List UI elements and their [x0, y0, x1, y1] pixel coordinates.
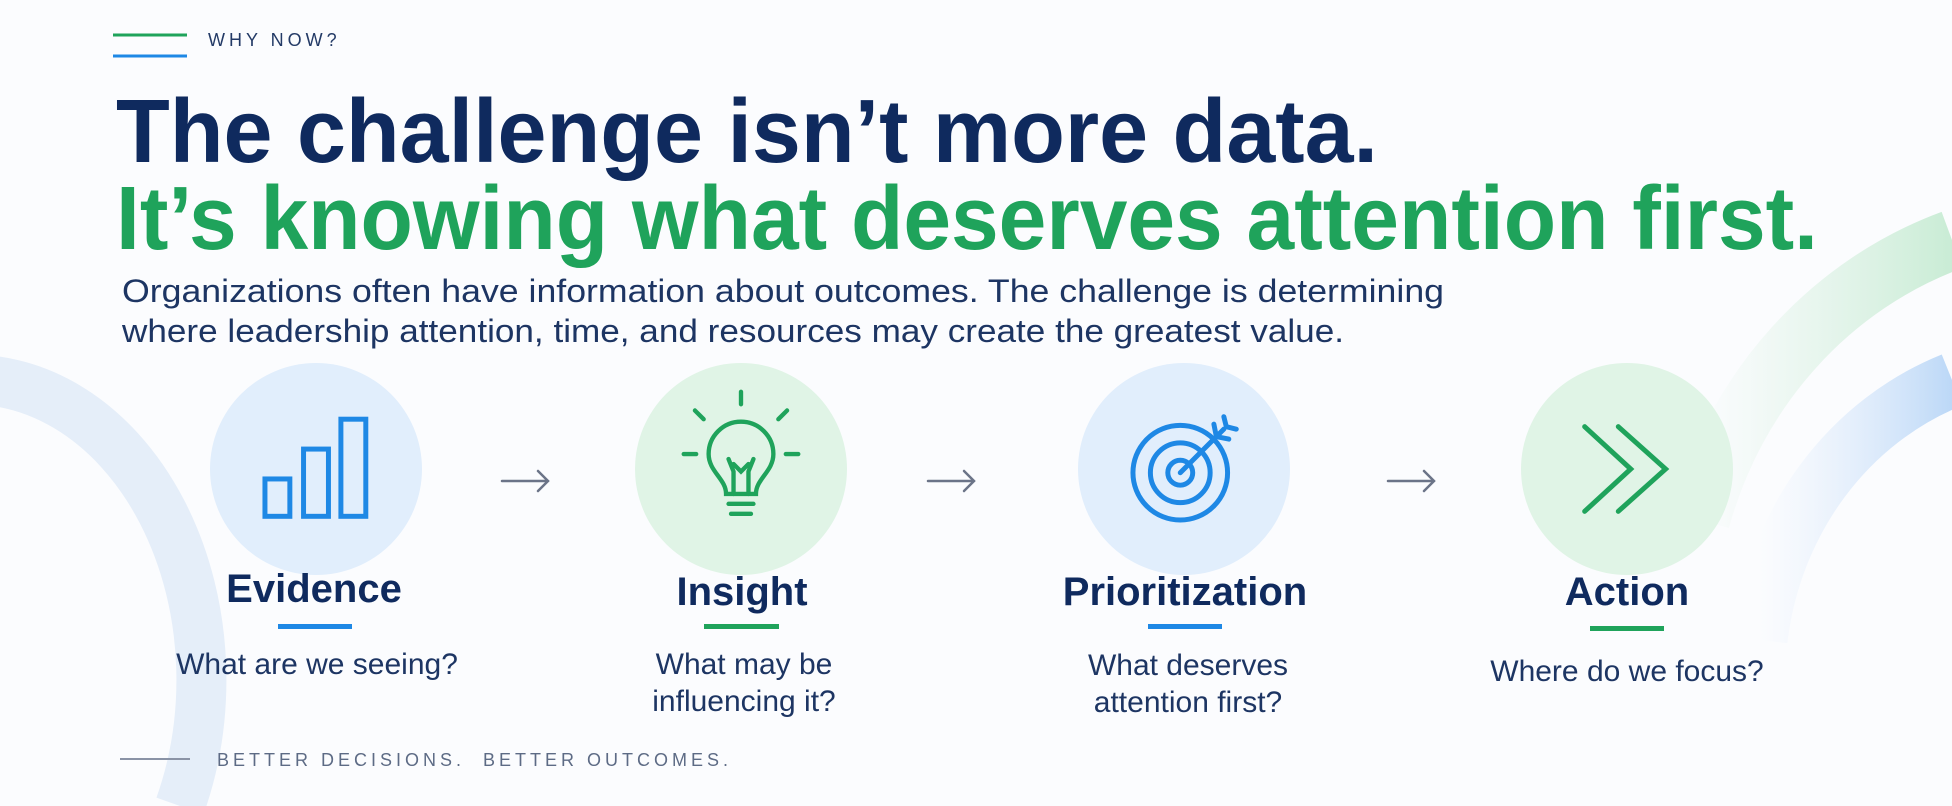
step-title: Action — [1565, 570, 1689, 614]
step-question: attention first? — [1094, 686, 1282, 719]
footer-tagline: BETTER DECISIONS. BETTER OUTCOMES. — [217, 750, 732, 770]
chart-icon — [262, 416, 369, 519]
target-icon — [1130, 414, 1239, 523]
headline-accent: It’s knowing what deserves attention fir… — [116, 169, 1818, 269]
step-question: What deserves — [1088, 649, 1288, 682]
eyebrow: WHY NOW? — [208, 30, 341, 50]
deco-arc — [1732, 354, 1952, 644]
chevrons-icon — [1582, 424, 1670, 514]
step-question: influencing it? — [652, 685, 835, 718]
step-title: Prioritization — [1063, 570, 1307, 614]
step-title: Evidence — [226, 567, 402, 611]
step-question: Where do we focus? — [1490, 655, 1763, 688]
flow-arrows — [500, 469, 1436, 493]
step-question: What are we seeing? — [176, 648, 458, 681]
step-title: Insight — [676, 570, 807, 614]
step-underline — [1148, 624, 1222, 629]
lightbulb-icon — [681, 389, 801, 516]
icon-circle — [1521, 363, 1733, 575]
headline: The challenge isn’t more data. — [116, 82, 1378, 182]
body-text: where leadership attention, time, and re… — [121, 313, 1344, 349]
step-underline — [704, 624, 779, 629]
step-underline — [278, 624, 352, 629]
step-question: What may be — [656, 648, 833, 681]
body-text: Organizations often have information abo… — [122, 273, 1444, 309]
icon-circle — [210, 363, 422, 575]
step-underline — [1590, 626, 1664, 631]
deco-arc — [0, 356, 227, 806]
